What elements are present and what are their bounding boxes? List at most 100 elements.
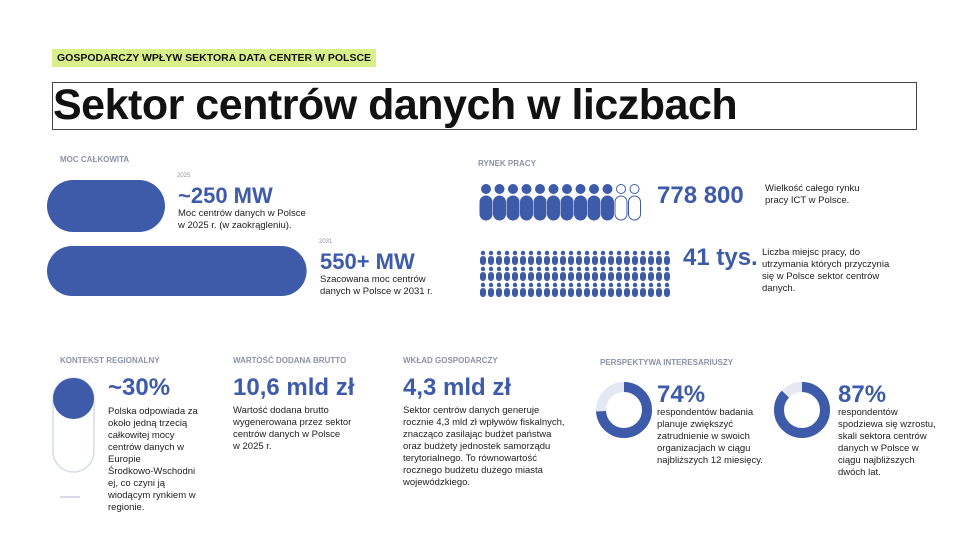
section-label: MOC CAŁKOWITA bbox=[60, 155, 130, 164]
person-head bbox=[664, 250, 670, 256]
contribution-value: 4,3 mld zł bbox=[403, 374, 512, 401]
person-head bbox=[640, 250, 646, 256]
person-body bbox=[664, 256, 670, 265]
person-head bbox=[568, 266, 574, 272]
capacity-value: 550+ MW bbox=[320, 249, 415, 274]
person-head bbox=[548, 184, 559, 194]
description-line: regionie. bbox=[108, 502, 145, 513]
description-line: zatrudnienie w swoich bbox=[657, 431, 750, 442]
person-body bbox=[592, 288, 598, 297]
person-body bbox=[608, 272, 614, 281]
person-head bbox=[608, 250, 614, 256]
description-line: ej, co czyni ją bbox=[108, 478, 166, 489]
person-body bbox=[496, 288, 502, 297]
person-body bbox=[536, 272, 542, 281]
section-label: RYNEK PRACY bbox=[478, 159, 536, 168]
person-body bbox=[536, 256, 542, 265]
description-line: około jedną trzecią bbox=[108, 418, 188, 429]
person-head bbox=[528, 250, 534, 256]
person-body bbox=[592, 272, 598, 281]
person-body bbox=[600, 256, 606, 265]
person-head bbox=[664, 282, 670, 288]
description-line: oraz budżety jednostek samorządu bbox=[403, 441, 551, 452]
person-body bbox=[560, 195, 574, 221]
person-head bbox=[608, 266, 614, 272]
person-body bbox=[608, 288, 614, 297]
person-head bbox=[632, 282, 638, 288]
person-head bbox=[521, 184, 532, 194]
description-line: wojewódzkiego. bbox=[403, 477, 471, 488]
person-body bbox=[576, 256, 582, 265]
description-line: respondentów bbox=[838, 407, 898, 418]
description-line: dwóch lat. bbox=[838, 467, 881, 478]
person-head bbox=[512, 266, 518, 272]
regional-value: ~30% bbox=[108, 374, 171, 401]
description-line: wygenerowana przez sektor bbox=[233, 417, 352, 428]
year-label: 2025 bbox=[177, 173, 191, 179]
person-body bbox=[632, 288, 638, 297]
description-line: centrów danych w bbox=[108, 442, 185, 453]
person-body bbox=[648, 272, 654, 281]
labor-value: 778 800 bbox=[657, 182, 744, 209]
person-body bbox=[584, 256, 590, 265]
person-head bbox=[624, 282, 630, 288]
person-head bbox=[616, 266, 622, 272]
person-head bbox=[512, 282, 518, 288]
description-line: Europie bbox=[108, 454, 141, 465]
person-head bbox=[488, 282, 494, 288]
person-body bbox=[632, 256, 638, 265]
person-body bbox=[480, 272, 486, 281]
person-head bbox=[560, 250, 566, 256]
person-body bbox=[640, 256, 646, 265]
person-head bbox=[481, 184, 491, 194]
person-head bbox=[520, 266, 526, 272]
description-line: Szacowana moc centrów bbox=[320, 274, 426, 285]
description-line: spodziewa się wzrostu, bbox=[838, 419, 936, 430]
person-body bbox=[544, 288, 550, 297]
person-head bbox=[589, 184, 599, 194]
person-head bbox=[552, 266, 558, 272]
person-head bbox=[544, 282, 550, 288]
pill-dot bbox=[53, 378, 94, 419]
person-head bbox=[504, 282, 510, 288]
person-body bbox=[533, 195, 547, 221]
person-body bbox=[640, 272, 646, 281]
description-line: Wartość dodana brutto bbox=[233, 405, 329, 416]
description-line: Sektor centrów danych generuje bbox=[403, 405, 540, 416]
person-body bbox=[664, 288, 670, 297]
section-label: WARTOŚĆ DODANA BRUTTO bbox=[233, 356, 347, 365]
person-body bbox=[552, 256, 558, 265]
description-line: rocznie 4,3 mld zł wpływów fiskalnych, bbox=[403, 417, 565, 428]
section-label: WKŁAD GOSPODARCZY bbox=[403, 356, 498, 365]
person-head bbox=[480, 266, 486, 272]
description-line: respondentów badania bbox=[657, 407, 754, 418]
person-head bbox=[584, 266, 590, 272]
person-head bbox=[504, 250, 510, 256]
person-head bbox=[496, 266, 502, 272]
person-head bbox=[648, 266, 654, 272]
description-line: Środkowo-Wschodni bbox=[108, 466, 196, 477]
description-line: całkowitej mocy bbox=[108, 430, 175, 441]
stakeholder-value: 74% bbox=[657, 381, 706, 408]
capacity-bar bbox=[47, 180, 165, 232]
description-line: Moc centrów danych w Polsce bbox=[178, 208, 306, 219]
person-body bbox=[592, 256, 598, 265]
person-head bbox=[575, 184, 586, 194]
person-body bbox=[528, 288, 534, 297]
person-head bbox=[536, 266, 542, 272]
person-body bbox=[488, 288, 494, 297]
description-line: wiodącym rynkiem w bbox=[108, 490, 196, 501]
person-head bbox=[656, 282, 662, 288]
person-head bbox=[496, 250, 502, 256]
person-head bbox=[562, 184, 572, 194]
person-head bbox=[656, 250, 662, 256]
person-body bbox=[656, 272, 662, 281]
person-body bbox=[496, 272, 502, 281]
person-head bbox=[535, 184, 545, 194]
person-body bbox=[584, 272, 590, 281]
person-head bbox=[608, 282, 614, 288]
person-head bbox=[656, 266, 662, 272]
person-head bbox=[616, 184, 626, 194]
person-body bbox=[640, 288, 646, 297]
